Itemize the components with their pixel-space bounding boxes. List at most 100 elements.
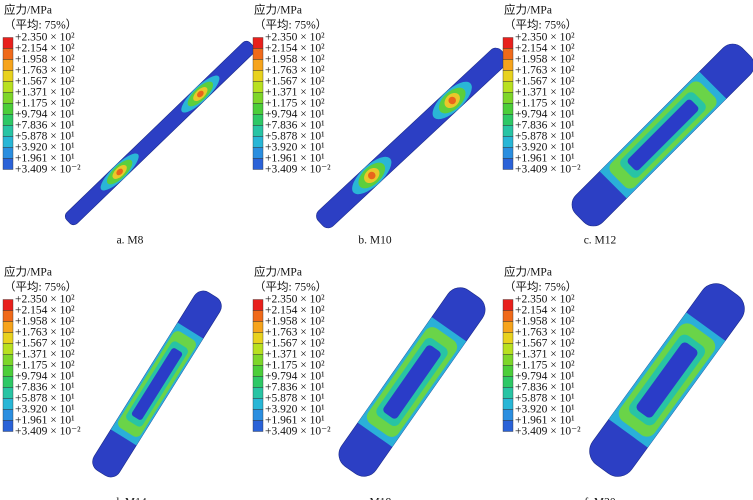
legend-swatch	[502, 365, 514, 377]
legend-swatch	[2, 81, 14, 93]
legend-label: +3.409 × 10⁻²	[265, 426, 331, 438]
legend-label: +7.836 × 10¹	[515, 382, 575, 394]
legend-swatch	[252, 365, 264, 377]
caption: b. M10	[358, 235, 391, 247]
legend-label: +5.878 × 10¹	[15, 131, 75, 143]
legend-swatch	[252, 332, 264, 344]
legend-swatch	[502, 387, 514, 399]
legend-title: 应力/MPa	[254, 3, 302, 17]
legend-swatch	[2, 365, 14, 377]
legend-label: +1.567 × 10²	[515, 76, 575, 88]
legend-subtitle: （平均: 75%）	[504, 281, 577, 294]
legend-label: +2.154 × 10²	[265, 43, 325, 55]
legend-label: +3.409 × 10⁻²	[515, 426, 581, 438]
legend-swatch	[502, 158, 514, 170]
legend-label: +5.878 × 10¹	[15, 393, 75, 405]
legend-swatch	[502, 136, 514, 148]
legend-swatch	[252, 125, 264, 137]
legend-label: +1.763 × 10²	[15, 327, 75, 339]
legend-label: +7.836 × 10¹	[15, 120, 75, 132]
legend-label: +1.961 × 10¹	[15, 153, 75, 165]
legend-label: +2.350 × 10²	[515, 32, 575, 44]
legend-swatch	[2, 37, 14, 49]
caption: e. M18	[359, 497, 392, 500]
legend-swatch	[252, 310, 264, 322]
legend-label: +3.920 × 10¹	[265, 142, 325, 154]
legend-swatch	[2, 114, 14, 126]
legend-label: +2.154 × 10²	[515, 305, 575, 317]
legend-label: +1.763 × 10²	[515, 65, 575, 77]
legend-label: +9.794 × 10¹	[15, 109, 75, 121]
stress-zone	[131, 348, 183, 420]
panel: 应力/MPa（平均: 75%）+2.350 × 10²+2.154 × 10²+…	[502, 3, 753, 247]
legend-swatch	[2, 92, 14, 104]
legend-label: +1.958 × 10²	[15, 316, 75, 328]
legend-label: +1.961 × 10¹	[515, 415, 575, 427]
legend-swatch	[2, 48, 14, 60]
legend-label: +1.958 × 10²	[265, 54, 325, 66]
legend-swatch	[2, 70, 14, 82]
legend-label: +1.175 × 10²	[515, 360, 575, 372]
legend-label: +3.409 × 10⁻²	[15, 164, 81, 176]
legend-label: +1.371 × 10²	[265, 349, 325, 361]
legend-swatch	[502, 70, 514, 82]
legend-swatch	[2, 343, 14, 355]
legend-title: 应力/MPa	[504, 3, 552, 17]
legend-swatch	[502, 409, 514, 421]
legend-label: +7.836 × 10¹	[515, 120, 575, 132]
legend-swatch	[2, 332, 14, 344]
legend-label: +2.350 × 10²	[265, 32, 325, 44]
legend-label: +1.961 × 10¹	[265, 415, 325, 427]
legend-swatch	[2, 387, 14, 399]
legend-label: +2.350 × 10²	[515, 294, 575, 306]
legend-swatch	[502, 81, 514, 93]
legend-label: +1.567 × 10²	[15, 76, 75, 88]
legend-label: +2.154 × 10²	[515, 43, 575, 55]
legend-swatch	[502, 125, 514, 137]
legend-label: +1.371 × 10²	[15, 87, 75, 99]
rod-body	[64, 40, 256, 226]
legend-swatch	[2, 420, 14, 432]
legend-label: +1.371 × 10²	[515, 87, 575, 99]
legend-label: +1.958 × 10²	[265, 316, 325, 328]
rod	[571, 43, 753, 227]
legend-label: +2.350 × 10²	[265, 294, 325, 306]
legend-swatch	[502, 321, 514, 333]
legend-swatch	[252, 59, 264, 71]
rod	[92, 290, 222, 478]
legend-subtitle: （平均: 75%）	[4, 19, 77, 32]
caption: c. M12	[584, 235, 617, 247]
legend-label: +9.794 × 10¹	[15, 371, 75, 383]
legend-label: +2.350 × 10²	[15, 32, 75, 44]
legend-label: +7.836 × 10¹	[265, 120, 325, 132]
rod	[589, 283, 745, 477]
legend-swatch	[2, 321, 14, 333]
legend-label: +1.567 × 10²	[265, 338, 325, 350]
panel: 应力/MPa（平均: 75%）+2.350 × 10²+2.154 × 10²+…	[2, 3, 256, 247]
legend-swatch	[2, 125, 14, 137]
legend-swatch	[252, 147, 264, 159]
stress-zone	[636, 342, 698, 418]
legend-swatch	[502, 398, 514, 410]
legend-label: +7.836 × 10¹	[15, 382, 75, 394]
legend-label: +3.920 × 10¹	[515, 142, 575, 154]
legend-subtitle: （平均: 75%）	[4, 281, 77, 294]
legend-label: +3.920 × 10¹	[15, 142, 75, 154]
legend-swatch	[2, 409, 14, 421]
legend-label: +1.958 × 10²	[515, 316, 575, 328]
caption: f. M20	[584, 497, 616, 500]
legend-label: +1.175 × 10²	[15, 98, 75, 110]
rod	[316, 47, 508, 229]
legend-label: +1.175 × 10²	[515, 98, 575, 110]
legend-swatch	[252, 343, 264, 355]
legend-title: 应力/MPa	[504, 265, 552, 279]
legend-label: +3.409 × 10⁻²	[515, 164, 581, 176]
legend-swatch	[252, 103, 264, 115]
legend-swatch	[502, 376, 514, 388]
legend-swatch	[252, 321, 264, 333]
legend-swatch	[252, 136, 264, 148]
legend-swatch	[252, 114, 264, 126]
legend-label: +9.794 × 10¹	[265, 371, 325, 383]
legend-label: +1.175 × 10²	[265, 360, 325, 372]
legend-label: +1.567 × 10²	[515, 338, 575, 350]
